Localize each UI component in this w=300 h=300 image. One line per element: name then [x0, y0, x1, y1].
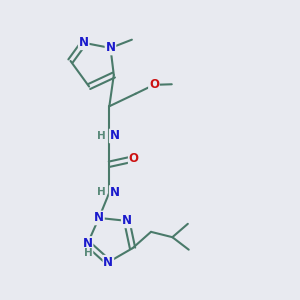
- Text: N: N: [122, 214, 132, 227]
- Text: H: H: [97, 131, 105, 141]
- Text: N: N: [110, 186, 120, 199]
- Text: H: H: [84, 248, 92, 258]
- Text: N: N: [103, 256, 113, 269]
- Text: N: N: [110, 130, 120, 142]
- Text: H: H: [97, 188, 105, 197]
- Text: O: O: [149, 78, 159, 92]
- Text: N: N: [82, 237, 93, 250]
- Text: N: N: [79, 36, 89, 49]
- Text: N: N: [106, 41, 116, 55]
- Text: O: O: [129, 152, 139, 165]
- Text: N: N: [94, 212, 104, 224]
